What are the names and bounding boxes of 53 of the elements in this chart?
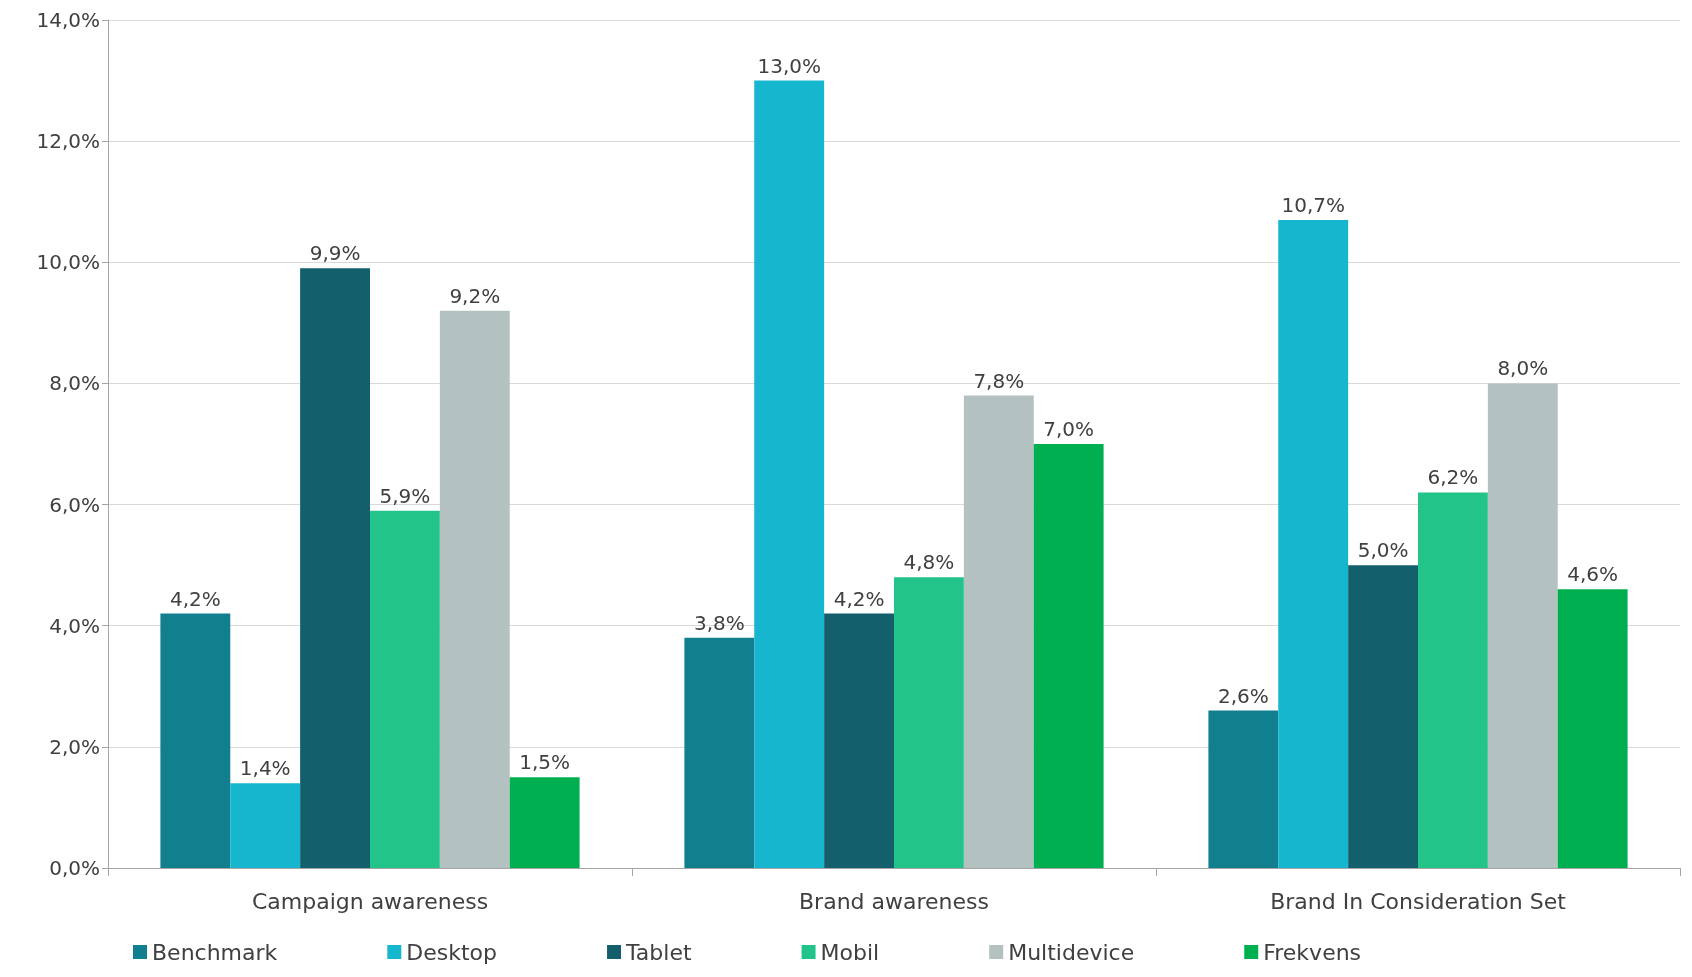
bar xyxy=(1033,444,1104,868)
legend-label: Benchmark xyxy=(152,939,278,965)
bar xyxy=(509,777,580,868)
data-label: 3,8% xyxy=(693,610,745,635)
bar xyxy=(370,510,440,868)
bar xyxy=(1208,710,1279,868)
y-tick-label: 6,0% xyxy=(49,492,100,517)
bar xyxy=(684,637,755,868)
y-tick-label: 12,0% xyxy=(36,129,100,154)
legend-label: Desktop xyxy=(406,939,498,965)
bar xyxy=(1278,219,1349,868)
data-label: 4,6% xyxy=(1567,562,1619,587)
bar xyxy=(824,613,894,868)
data-label: 7,0% xyxy=(1043,417,1095,441)
bar xyxy=(754,80,825,868)
bar xyxy=(160,613,231,868)
data-label: 6,2% xyxy=(1427,465,1479,490)
bar xyxy=(963,395,1034,868)
y-tick-label: 8,0% xyxy=(49,371,100,396)
data-label: 8,0% xyxy=(1497,356,1549,381)
data-label: 1,4% xyxy=(239,756,291,781)
data-label: 5,0% xyxy=(1357,538,1409,563)
data-label: 9,2% xyxy=(449,283,501,308)
data-label: 4,2% xyxy=(833,586,885,611)
y-tick-label: 4,0% xyxy=(49,613,100,638)
legend-label: Mobil xyxy=(820,939,880,965)
x-tick-label: Brand awareness xyxy=(799,888,989,914)
data-label: 1,5% xyxy=(519,750,571,775)
y-tick-label: 2,0% xyxy=(49,734,100,759)
data-label: 13,0% xyxy=(757,53,821,78)
data-label: 2,6% xyxy=(1217,683,1269,708)
bar xyxy=(230,783,301,868)
bar xyxy=(1557,589,1628,868)
data-label: 9,9% xyxy=(309,241,361,266)
bar xyxy=(439,310,510,868)
x-tick-label: Campaign awareness xyxy=(251,888,489,914)
data-label: 10,7% xyxy=(1281,192,1345,217)
y-tick-label: 14,0% xyxy=(36,8,100,32)
data-label: 4,2% xyxy=(169,586,221,611)
data-label: 4,8% xyxy=(903,550,955,575)
bar xyxy=(1487,383,1558,868)
bar xyxy=(1348,565,1418,868)
bar xyxy=(1418,492,1488,868)
bar xyxy=(894,577,964,868)
y-tick-label: 10,0% xyxy=(36,250,100,275)
data-label: 7,8% xyxy=(973,368,1025,393)
x-tick-label: Brand In Consideration Set xyxy=(1270,888,1567,914)
bar xyxy=(300,268,370,868)
legend-label: Multidevice xyxy=(1008,939,1135,965)
data-label: 5,9% xyxy=(379,483,431,508)
legend-label: Tablet xyxy=(625,939,692,965)
y-tick-label: 0,0% xyxy=(49,856,100,880)
legend-label: Frekvens xyxy=(1263,939,1362,965)
